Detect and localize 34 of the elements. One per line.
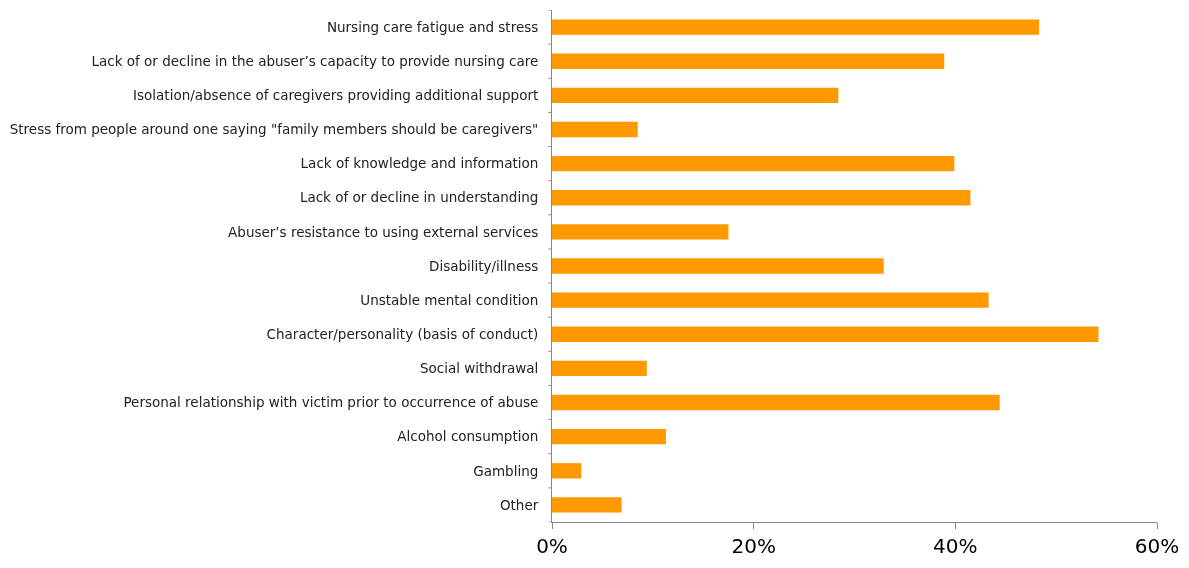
bar [552,224,729,240]
bar [552,292,989,308]
bar [552,53,945,69]
bar [552,463,582,479]
bar [552,360,647,377]
y-tick-label: Stress from people around one saying "family members should be caregivers" [9,121,539,138]
y-tick-label: Lack of knowledge and information [300,155,539,172]
bar [552,155,955,172]
y-tick-label: Alcohol consumption [397,428,539,445]
y-tick-label: Gambling [473,462,539,479]
x-tick-label: 0% [536,534,568,558]
y-tick-label: Isolation/absence of caregivers providing additional support [133,87,539,104]
y-tick-label: Character/personality (basis of conduct) [266,325,539,342]
y-tick-label: Lack of or decline in the abuser’s capacity to provide nursing care [91,52,539,69]
x-tick-label: 60% [1134,534,1180,558]
y-tick-label: Abuser’s resistance to using external services [228,223,539,240]
bar [552,19,1040,35]
y-tick-label: Personal relationship with victim prior to occurrence of abuse [123,394,539,411]
bar [552,497,622,513]
x-tick-label: 40% [933,534,978,558]
y-tick-label: Disability/illness [429,257,539,274]
y-tick-label: Nursing care fatigue and stress [326,18,539,35]
bar [552,394,1000,411]
bar [552,121,638,138]
y-tick-label: Social withdrawal [419,360,539,377]
x-tick-label: 20% [731,534,776,558]
y-tick-label: Lack of or decline in understanding [299,189,539,206]
bar [552,326,1099,342]
bar [552,258,884,274]
bar [552,87,839,104]
bar [552,428,666,445]
y-tick-label: Unstable mental condition [360,291,539,308]
y-tick-label: Other [499,496,539,513]
bar [552,190,971,206]
